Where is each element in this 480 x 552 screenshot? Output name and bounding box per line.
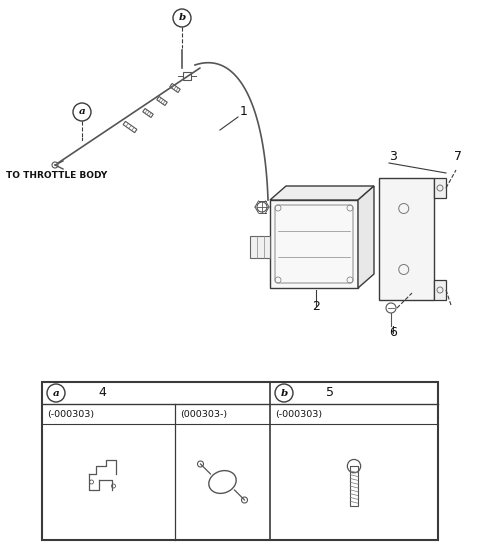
Text: 1: 1 <box>240 105 248 118</box>
Polygon shape <box>270 186 374 200</box>
Text: 2: 2 <box>312 300 320 313</box>
Bar <box>434 280 446 300</box>
Bar <box>42 382 438 540</box>
Text: (-000303): (-000303) <box>275 410 322 418</box>
Bar <box>379 178 434 300</box>
Text: TO THROTTLE BODY: TO THROTTLE BODY <box>6 171 107 180</box>
Text: b: b <box>280 389 288 397</box>
Text: a: a <box>79 108 85 116</box>
Circle shape <box>275 384 293 402</box>
Circle shape <box>73 103 91 121</box>
Circle shape <box>47 384 65 402</box>
Bar <box>270 200 358 288</box>
Bar <box>250 236 270 258</box>
Text: (000303-): (000303-) <box>180 410 227 418</box>
Text: b: b <box>179 13 186 23</box>
Text: 5: 5 <box>326 386 334 400</box>
Bar <box>350 466 358 506</box>
Circle shape <box>173 9 191 27</box>
Bar <box>434 178 446 198</box>
Polygon shape <box>358 186 374 288</box>
Text: 6: 6 <box>389 326 397 339</box>
Text: 4: 4 <box>98 386 106 400</box>
Text: 3: 3 <box>389 150 397 163</box>
Text: (-000303): (-000303) <box>47 410 94 418</box>
Text: a: a <box>53 389 60 397</box>
Text: 7: 7 <box>454 150 462 163</box>
Bar <box>183 72 191 80</box>
